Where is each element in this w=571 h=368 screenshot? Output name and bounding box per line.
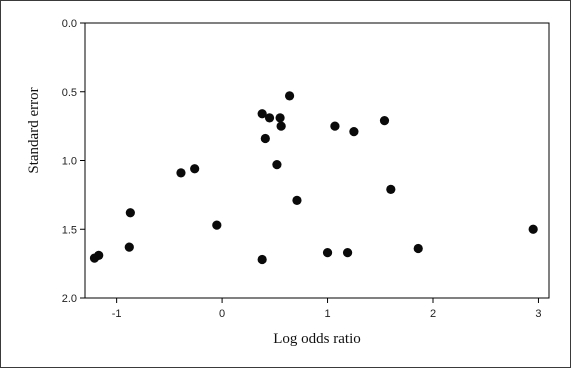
x-tick-label: 1 xyxy=(324,308,330,320)
data-point xyxy=(349,127,359,137)
data-point xyxy=(124,242,134,252)
data-point xyxy=(342,248,353,258)
x-tick-label: 3 xyxy=(535,308,541,320)
data-point xyxy=(272,160,282,170)
data-point xyxy=(190,164,200,174)
data-point xyxy=(379,116,390,126)
data-point xyxy=(257,109,267,119)
y-tick-label: 2.0 xyxy=(62,293,77,305)
data-point xyxy=(330,121,340,131)
data-point xyxy=(264,113,275,123)
x-tick-label: 2 xyxy=(430,308,436,320)
y-tick-label: 1.5 xyxy=(62,224,77,236)
data-point xyxy=(292,195,302,205)
y-axis-title: Standard error xyxy=(26,87,42,173)
data-point xyxy=(276,121,286,131)
data-point xyxy=(322,248,333,258)
data-point xyxy=(284,91,295,101)
data-point xyxy=(257,254,267,265)
data-point xyxy=(413,243,423,254)
x-tick-label: 0 xyxy=(219,308,225,320)
x-axis: -1 0 1 2 3 xyxy=(112,298,542,320)
data-point xyxy=(212,220,222,230)
data-point xyxy=(176,168,186,178)
y-tick-label: 0.5 xyxy=(62,87,77,99)
data-point xyxy=(275,113,285,123)
data-point xyxy=(528,224,538,234)
data-point xyxy=(89,253,100,263)
x-axis-title: Log odds ratio xyxy=(273,331,361,347)
x-tick-label: -1 xyxy=(112,308,122,320)
data-point xyxy=(260,133,270,144)
y-axis: 0.0 0.5 1.0 1.5 2.0 xyxy=(62,18,85,305)
y-tick-label: 1.0 xyxy=(62,156,77,168)
plot-area xyxy=(84,22,550,299)
data-point xyxy=(386,184,396,194)
y-tick-label: 0.0 xyxy=(62,18,77,30)
data-points xyxy=(89,91,538,265)
data-point xyxy=(125,208,135,218)
